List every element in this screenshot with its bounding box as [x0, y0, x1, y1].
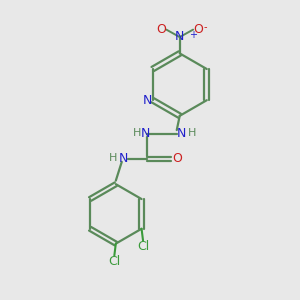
Text: +: + — [189, 30, 197, 40]
Text: N: N — [141, 127, 150, 140]
Text: N: N — [176, 127, 186, 140]
Text: -: - — [204, 22, 207, 32]
Text: H: H — [188, 128, 196, 138]
Text: N: N — [175, 30, 184, 43]
Text: N: N — [118, 152, 128, 165]
Text: H: H — [109, 153, 118, 163]
Text: Cl: Cl — [108, 255, 121, 268]
Text: O: O — [156, 23, 166, 36]
Text: O: O — [172, 152, 182, 165]
Text: O: O — [194, 23, 203, 36]
Text: N: N — [143, 94, 152, 107]
Text: Cl: Cl — [137, 240, 149, 253]
Text: H: H — [132, 128, 141, 138]
